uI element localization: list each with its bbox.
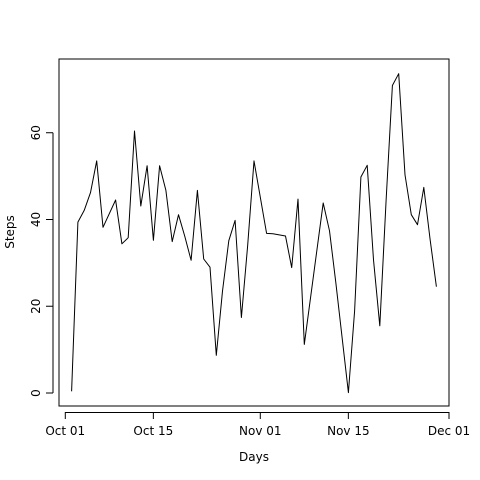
x-axis: Oct 01 Oct 15 Nov 01 Nov 15 Dec 01 <box>45 412 470 438</box>
series-line <box>71 73 437 394</box>
x-axis-label: Days <box>239 450 269 464</box>
series-layer <box>71 73 437 394</box>
y-axis: 0 20 40 60 <box>29 125 54 397</box>
x-tick-label: Nov 01 <box>239 424 282 438</box>
y-tick-label: 20 <box>29 299 43 314</box>
y-axis-label: Steps <box>3 215 17 249</box>
y-tick-label: 60 <box>29 125 43 140</box>
x-tick-label: Dec 01 <box>428 424 470 438</box>
x-tick-label: Nov 15 <box>327 424 370 438</box>
x-tick-label: Oct 15 <box>133 424 173 438</box>
y-tick-label: 40 <box>29 212 43 227</box>
y-tick-label: 0 <box>29 389 43 397</box>
x-tick-label: Oct 01 <box>45 424 85 438</box>
plot-box <box>58 58 450 407</box>
